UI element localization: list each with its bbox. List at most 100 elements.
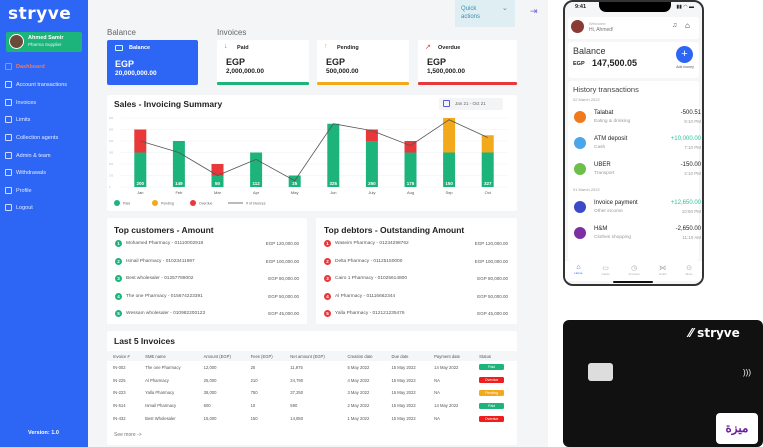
transaction-item[interactable]: UBER Transport -150.00 2:10 PM [574,159,701,185]
status-cell: Overdue [473,412,517,425]
x-tick-label: Sep [446,190,454,195]
status-badge: Overdue [479,415,505,422]
table-cell: Ismail Pharmacy [145,403,177,409]
y-tick-label: 0 [109,186,111,189]
bar-value-label: 50 [215,181,221,186]
column-header: Creation date [341,351,386,361]
debtor-list-item[interactable]: 4 Al Pharmacy - 01116662344 EGP 50,000.00 [324,292,508,300]
phone-tab-more[interactable]: ⊙ More [686,261,693,281]
sidebar: stryve Ahmed Samir Pharma Supplier Versi… [0,0,88,447]
table-cell: NA [434,416,440,422]
logout-icon[interactable]: ⇥ [530,6,538,16]
table-cell: The one Pharmacy [145,364,181,370]
sidebar-item-label: Withdrawals [16,169,46,176]
customer-amount: EGP 100,000.00 [265,258,299,264]
transaction-item[interactable]: Invoice payment Other income +12,650.00 10:… [574,197,701,223]
customer-list-item[interactable]: 5 Wessam wholesaler - 010982200123 EGP 45,… [115,310,299,317]
transaction-amount: -150.00 [680,162,701,168]
bar-value-label: 200 [137,181,145,186]
quick-actions-label: Quick actions [461,6,481,20]
user-name: Ahmed Samir [28,35,64,41]
account-transactions-icon [5,81,12,88]
transaction-name: H&M [594,226,608,232]
table-cell: 15 May 2022 [391,377,416,383]
sales-chart: 0 100 200 300 400 500 600 200 Jan 149 Feb 50 Mar 112 A… [109,117,507,206]
home-icon: ⌂ [576,264,581,271]
top-customers-card: Top customers - Amount 1 Mohamed Pharmacy… [107,218,307,324]
phone-tab-home[interactable]: ⌂ Home [575,261,583,281]
sidebar-item-admin-team[interactable]: Admin & team [5,152,51,159]
top-debtors-title: Top debtors - Outstanding Amount [324,225,465,235]
table-cell: 150 [250,416,258,422]
date-range-picker[interactable]: Jan 21 - Oct 21 [439,98,503,110]
sidebar-item-limits[interactable]: Limits [5,116,30,123]
last-invoices-title: Last 5 Invoices [114,336,175,346]
column-header: Net amount (EGP) [284,351,342,361]
debtor-list-item[interactable]: 2 Delta Pharmacy - 01125150000 EGP 100,000… [324,257,508,265]
table-cell: 10 [250,403,256,409]
table-row[interactable]: IN-223 Yalla Pharmacy 38,000 750 37,250 3 May… [107,387,517,400]
transaction-amount: +12,650.00 [670,200,701,206]
table-row[interactable]: IN-514 Ismail Pharmacy 600 10 590 2 May 2022 1… [107,399,517,412]
rank-badge: 1 [115,240,122,247]
phone-tab-limits[interactable]: ⋈ Limits [659,261,667,281]
debtor-list-item[interactable]: 3 Cairo 1 Pharmacy - 01025614800 EGP 80,00… [324,275,508,282]
table-row[interactable]: IN-225 Al Pharmacy 25,000 210 24,790 4 May 20… [107,374,517,387]
invoice-card-paid[interactable]: ↓ Paid EGP 2,000,000.00 [217,40,309,85]
sidebar-item-collection-agents[interactable]: Collection agents [5,134,58,141]
transaction-time: 2:10 PM [684,171,701,176]
phone-tab-cards[interactable]: ▭ Cards [602,261,610,281]
sidebar-item-account-transactions[interactable]: Account transactions [5,81,67,88]
sidebar-item-logout[interactable]: Logout [5,204,33,211]
phone-tab-invoices[interactable]: ◷ Invoices [629,261,640,281]
table-cell: 750 [250,390,258,396]
bell-icon[interactable]: ♫ [672,22,678,29]
greeting-label: Hi, Ahmed! [589,27,614,33]
legend-swatch [190,200,196,206]
legend-label: Paid [123,202,130,206]
cards-icon: ▭ [602,265,609,272]
sidebar-item-label: Limits [16,116,31,123]
admin-team-icon [5,152,12,159]
top-debtors-card: Top debtors - Outstanding Amount 1 Waseim… [316,218,517,324]
see-more-link[interactable]: See more -> [114,432,142,438]
transaction-item[interactable]: Talabat Eating & drinking -500.51 9:10 PM [574,107,701,133]
debtor-list-item[interactable]: 1 Waseim Pharmacy - 01234298762 EGP 120,00… [324,240,508,247]
invoice-card-overdue[interactable]: ↗ Overdue EGP 1,500,000.00 [418,40,517,85]
gift-icon[interactable]: ⌂ [685,21,690,30]
transaction-item[interactable]: H&M Clothes shopping -2,650.00 11:10 AM [574,223,701,249]
debtor-list-item[interactable]: 5 Yalla Pharmacy - 012121235476 EGP 45,000… [324,310,508,317]
table-row[interactable]: IN-002 The one Pharmacy 12,000 25 11,975 5 Ma… [107,361,517,374]
phone-tab-label: Limits [658,272,667,276]
add-money-button[interactable]: + [676,46,693,63]
invoice-card-pending[interactable]: ↑ Pending EGP 500,000.00 [317,40,409,85]
customer-list-item[interactable]: 4 The one Pharmacy - 015674223391 EGP 50,0… [115,292,299,300]
transaction-item[interactable]: ATM deposit Cash +10,000.00 7:10 PM [574,133,701,159]
x-tick-label: Feb [175,190,183,195]
table-cell: 37,250 [290,390,304,396]
table-cell: IN-225 [113,377,126,383]
user-card[interactable]: Ahmed Samir Pharma Supplier [6,32,82,52]
sidebar-item-invoices[interactable]: Invoices [5,99,36,106]
main-content: Quick actions ⌄ ⇥ Balance Balance EGP 20… [88,0,548,447]
chart-title: Sales - Invoicing Summary [114,99,223,109]
debtor-name: Al Pharmacy - 01116662344 [335,293,396,299]
transaction-amount: -500.51 [680,110,701,116]
sidebar-item-label: Collection agents [16,134,59,141]
customer-list-item[interactable]: 1 Mohamed Pharmacy - 01110002918 EGP 120,0… [115,240,299,247]
sidebar-item-profile[interactable]: Profile [5,187,32,194]
bar-paid [288,175,301,187]
sidebar-item-withdrawals[interactable]: Withdrawals [5,169,46,176]
quick-actions-dropdown[interactable]: Quick actions ⌄ [455,0,515,27]
column-header: Amount (EGP) [197,351,245,361]
history-date: 02 March 2022 [573,97,600,102]
column-header: Payment date [428,351,474,361]
customer-list-item[interactable]: 3 Best wholesaler - 01257789002 EGP 80,000… [115,275,299,282]
table-cell: Best Wholesaler [145,416,176,422]
logout-icon [5,204,12,211]
sidebar-item-dashboard[interactable]: Dashboard [5,63,45,70]
customer-list-item[interactable]: 2 Ismail Pharmacy - 01023411987 EGP 100,00… [115,257,299,265]
table-row[interactable]: IN-432 Best Wholesaler 15,000 150 14,850 1 Ma… [107,412,517,425]
x-tick-label: Aug [407,190,414,195]
invoice-card-amount: 1,500,000.00 [427,68,465,75]
